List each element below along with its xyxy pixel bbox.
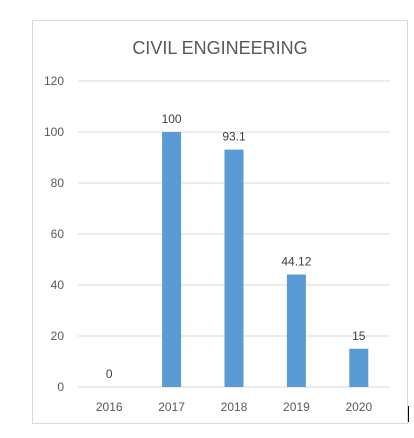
data-label: 100 (162, 112, 182, 126)
y-tick-label: 80 (51, 176, 65, 190)
chart-title: CIVIL ENGINEERING (132, 38, 307, 58)
edge-divider (408, 406, 409, 422)
y-tick-label: 40 (51, 278, 65, 292)
data-label: 93.1 (222, 130, 246, 144)
x-tick-label: 2020 (345, 400, 372, 414)
bars (162, 132, 369, 387)
y-tick-label: 0 (57, 380, 64, 394)
data-label: 44.12 (281, 254, 311, 268)
y-tick-label: 20 (51, 329, 65, 343)
x-tick-label: 2017 (158, 400, 185, 414)
y-tick-label: 60 (51, 227, 65, 241)
bar (224, 149, 244, 387)
x-tick-label: 2019 (283, 400, 310, 414)
data-label: 0 (106, 367, 113, 381)
y-tick-label: 120 (44, 74, 64, 88)
chart-frame (32, 20, 408, 424)
bar (286, 274, 306, 387)
y-tick-label: 100 (44, 125, 64, 139)
data-labels: 0 100 93.1 44.12 15 (106, 112, 366, 381)
x-tick-label: 2016 (96, 400, 123, 414)
bar (349, 348, 369, 387)
y-axis-ticks: 0 20 40 60 80 100 120 (44, 74, 64, 394)
x-tick-label: 2018 (221, 400, 248, 414)
data-label: 15 (352, 329, 366, 343)
x-axis-ticks: 2016 2017 2018 2019 2020 (96, 400, 373, 414)
bar (162, 132, 182, 387)
